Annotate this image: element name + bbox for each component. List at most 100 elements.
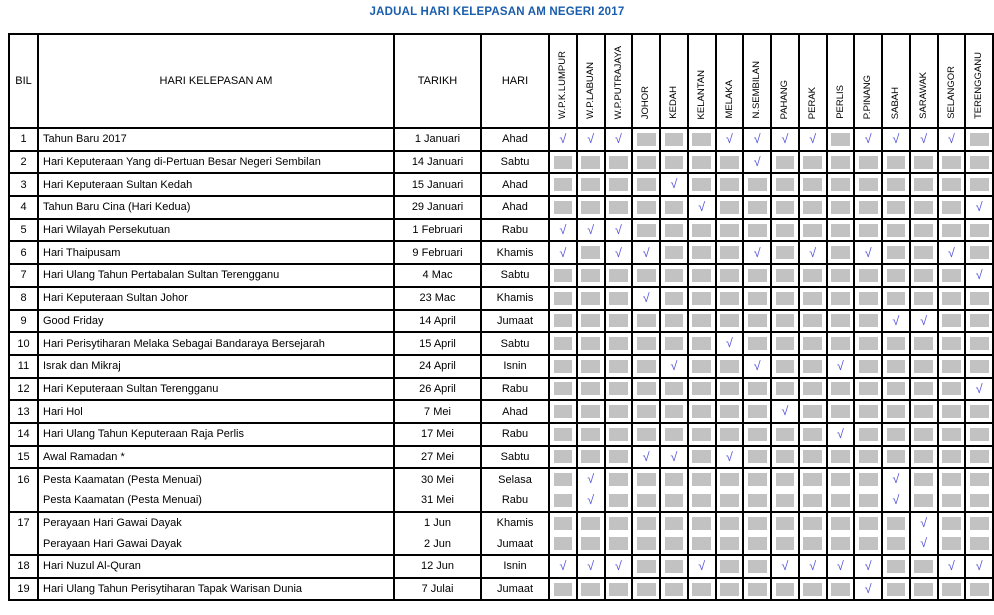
state-cell [770,285,800,311]
check-icon: √ [836,358,844,373]
check-icon: √ [725,336,733,351]
state-cell: √ [742,240,772,266]
gray-box [831,493,850,507]
state-cell [797,263,828,288]
gray-box [886,427,906,441]
state-cell [936,195,967,220]
check-icon: √ [587,132,595,147]
gray-box [692,178,711,192]
date-cell: 23 Mac [393,285,482,311]
gray-box [720,246,739,260]
gray-box [969,223,989,237]
gray-box [636,582,656,596]
state-cell [548,149,578,175]
gray-box [692,291,711,305]
gray-box [969,178,989,192]
state-cell [770,353,800,379]
state-cell: √ [936,240,967,266]
gray-box [581,450,600,464]
state-cell [853,444,883,470]
gray-box [636,382,656,396]
state-cell [714,217,745,243]
gray-box [831,450,850,464]
gray-box [692,132,711,146]
gray-box [692,382,711,396]
gray-box [942,473,961,487]
state-header-kelantan: KELANTAN [686,33,717,129]
check-icon: √ [753,245,761,260]
day-cell: Sabtu [480,331,550,356]
state-cell [853,195,883,220]
check-icon: √ [698,200,706,215]
state-cell [770,376,800,402]
holiday-cell: Hari Thaipusam [37,240,395,266]
state-cell [714,421,745,447]
state-cell [797,308,828,334]
header-row: BIL HARI KELEPASAN AM TARIKH HARI W.P.K.… [8,33,994,129]
bil-cell: 4 [8,195,39,220]
holiday-cell: Hari Hol [37,399,395,424]
state-cell [548,376,578,402]
holiday-cell: Pesta Kaamatan (Pesta Menuai) Pesta Kaama… [37,467,395,513]
gray-box [831,582,850,596]
state-cell [742,376,772,402]
state-cell [770,240,800,266]
state-cell [825,376,856,402]
state-cell [936,376,967,402]
gray-box [636,405,656,419]
state-cell [686,576,717,602]
state-cell [742,195,772,220]
gray-box [692,268,711,282]
gray-box [775,268,795,282]
state-cell: √ [908,308,939,334]
date-cell: 7 Mei [393,399,482,424]
gray-box [969,582,989,596]
state-cell [936,308,967,334]
date-cell: 17 Mei [393,421,482,447]
gray-box [858,537,878,551]
state-cell: √ [742,127,772,152]
check-icon: √ [864,132,872,147]
gray-box [942,450,961,464]
state-cell [853,376,883,402]
state-cell [575,149,606,175]
gray-box [914,155,933,169]
state-header-label: KEDAH [668,86,680,119]
state-cell [853,399,883,424]
check-icon: √ [836,427,844,442]
state-cell [936,353,967,379]
holiday-cell: Hari Keputeraan Sultan Kedah [37,172,395,198]
gray-box [553,200,573,214]
gray-box [803,450,822,464]
gray-box [942,337,961,351]
gray-box [747,405,767,419]
gray-box [775,337,795,351]
state-cell [881,554,911,579]
state-cell [853,172,883,198]
gray-box [692,493,711,507]
state-cell: √ [659,353,689,379]
gray-box [886,155,906,169]
gray-box [609,382,628,396]
state-cell: √ [603,127,634,152]
gray-box [692,405,711,419]
state-cell [714,554,745,579]
check-icon: √ [809,132,817,147]
state-cell: √ [575,127,606,152]
check-icon: √ [864,581,872,596]
state-header-w-p-putrajaya: W.P.PUTRAJAYA [603,33,634,129]
check-icon: √ [614,245,622,260]
state-cell [686,376,717,402]
gray-box [553,493,573,507]
state-cell [770,217,800,243]
state-cell [908,263,939,288]
state-header-label: SARAWAK [917,72,929,119]
state-cell: √ [659,444,689,470]
state-cell [742,467,772,513]
state-cell [659,331,689,356]
state-cell [825,285,856,311]
day-cell: Khamis [480,285,550,311]
gray-box [803,223,822,237]
bil-cell: 5 [8,217,39,243]
state-cell: √ [853,127,883,152]
